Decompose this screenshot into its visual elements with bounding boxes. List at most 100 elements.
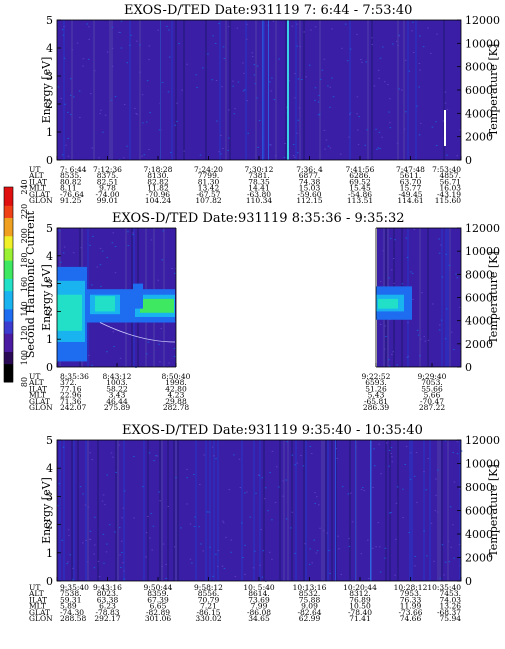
spectrogram-column — [313, 20, 315, 160]
spectrogram-column — [365, 20, 367, 160]
noise-speck — [414, 475, 416, 477]
spectrogram-column — [367, 20, 369, 160]
noise-speck — [435, 494, 437, 496]
orbit-value: -78.83 — [95, 608, 119, 617]
noise-speck — [58, 483, 61, 485]
noise-speck — [69, 554, 72, 556]
noise-speck — [383, 81, 386, 83]
spectrogram-column — [303, 440, 305, 581]
orbit-value: 10:35:40 — [427, 583, 461, 592]
colorbar-segment — [4, 241, 13, 249]
noise-speck — [384, 547, 387, 549]
noise-speck — [158, 343, 160, 345]
noise-speck — [391, 353, 393, 355]
noise-speck — [254, 550, 256, 552]
noise-speck — [256, 65, 259, 67]
noise-speck — [310, 453, 313, 455]
noise-speck — [316, 550, 319, 552]
noise-speck — [363, 490, 366, 492]
orbit-value: 7053. — [421, 378, 442, 387]
noise-speck — [115, 471, 117, 473]
noise-speck — [255, 492, 257, 494]
noise-speck — [88, 26, 90, 28]
noise-speck — [167, 91, 170, 93]
noise-speck — [60, 261, 62, 263]
spectrogram-column — [285, 440, 287, 581]
spectrogram-column — [83, 440, 85, 581]
colorbar-segment — [4, 187, 13, 194]
spectrogram-column — [61, 440, 63, 581]
noise-speck — [161, 259, 163, 261]
spectrogram-column — [137, 20, 139, 160]
noise-speck — [389, 122, 391, 124]
noise-speck — [87, 58, 90, 60]
spectrogram-column — [413, 20, 415, 160]
noise-speck — [111, 242, 114, 244]
orbit-value: -68.37 — [437, 608, 461, 617]
spectrogram-column — [441, 228, 443, 367]
noise-speck — [196, 86, 198, 88]
noise-speck — [121, 551, 123, 553]
spectrogram-column — [339, 440, 341, 581]
y-tick-label: 4 — [46, 250, 53, 263]
spectrogram-column — [203, 440, 205, 581]
colorbar-segment — [4, 290, 13, 298]
noise-speck — [308, 64, 311, 66]
noise-speck — [329, 86, 331, 88]
orbit-value: 6877. — [299, 171, 320, 180]
spectrogram-column — [241, 440, 243, 581]
orbit-value: 7.21 — [200, 602, 217, 611]
noise-speck — [72, 252, 75, 254]
data-marker — [444, 110, 446, 146]
noise-speck — [186, 468, 188, 470]
spectrogram-column — [263, 20, 265, 160]
noise-speck — [313, 539, 315, 541]
noise-speck — [401, 283, 404, 285]
noise-speck — [215, 458, 217, 460]
spectrogram-column — [421, 228, 423, 367]
noise-speck — [434, 478, 437, 480]
spectrogram-column — [451, 440, 453, 581]
noise-speck — [346, 60, 349, 62]
spectrogram-column — [281, 20, 283, 160]
noise-speck — [223, 567, 226, 569]
y-tick-label: 0 — [46, 154, 53, 167]
y-tick-label: 3 — [46, 490, 53, 503]
noise-speck — [230, 551, 232, 553]
orbit-value: 58.22 — [106, 384, 128, 393]
colorbar-segment — [4, 272, 13, 279]
spectrogram-column — [111, 20, 113, 160]
orbit-value: -43.19 — [437, 190, 461, 199]
noise-speck — [261, 576, 264, 578]
noise-speck — [456, 441, 459, 443]
spectrogram-column — [251, 20, 253, 160]
noise-speck — [429, 52, 432, 54]
orbit-value: 11.99 — [400, 602, 422, 611]
y2-tick-label: 0 — [465, 575, 472, 588]
noise-speck — [120, 540, 123, 542]
spectrogram-column — [149, 20, 151, 160]
orbit-value: 5.66 — [424, 391, 441, 400]
panel-title: EXOS-D/TED Date:931119 7: 6:44 - 7:53:40 — [124, 3, 412, 18]
noise-speck — [303, 31, 305, 33]
colorbar-segment — [4, 223, 13, 231]
spectrogram-column — [257, 440, 259, 581]
noise-speck — [194, 516, 196, 518]
noise-speck — [145, 353, 148, 355]
noise-speck — [396, 142, 399, 144]
orbit-value: 75.94 — [440, 614, 462, 623]
spectrogram-column — [387, 20, 389, 160]
y-tick-label: 4 — [46, 42, 53, 55]
noise-speck — [453, 481, 456, 483]
spectrogram-column — [141, 20, 143, 160]
spectrogram-column — [253, 440, 255, 581]
noise-speck — [202, 550, 204, 552]
emission-streak — [287, 20, 289, 160]
noise-speck — [385, 336, 387, 338]
orbit-value: 71.41 — [349, 614, 370, 623]
y-axis-label: Energy [eV] — [40, 57, 53, 124]
orbit-value: 14.41 — [248, 184, 269, 193]
spectrogram-column — [373, 20, 375, 160]
noise-speck — [221, 86, 223, 88]
spectrogram-column — [139, 20, 141, 160]
